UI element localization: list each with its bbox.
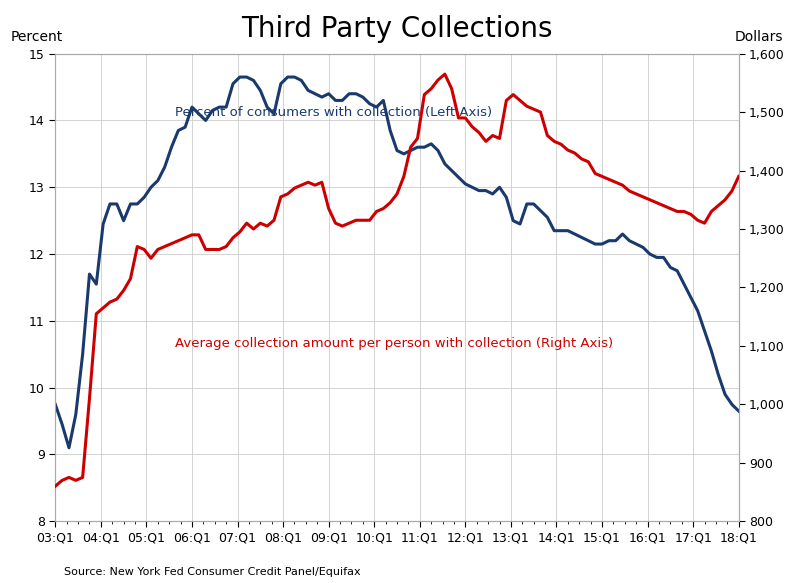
Text: Average collection amount per person with collection (Right Axis): Average collection amount per person wit… [175, 337, 613, 350]
Text: Dollars: Dollars [734, 30, 783, 44]
Title: Third Party Collections: Third Party Collections [242, 15, 553, 43]
Text: Percent: Percent [11, 30, 63, 44]
Text: Percent of consumers with collection (Left Axis): Percent of consumers with collection (Le… [175, 106, 492, 118]
Text: Source: New York Fed Consumer Credit Panel/Equifax: Source: New York Fed Consumer Credit Pan… [64, 567, 361, 577]
